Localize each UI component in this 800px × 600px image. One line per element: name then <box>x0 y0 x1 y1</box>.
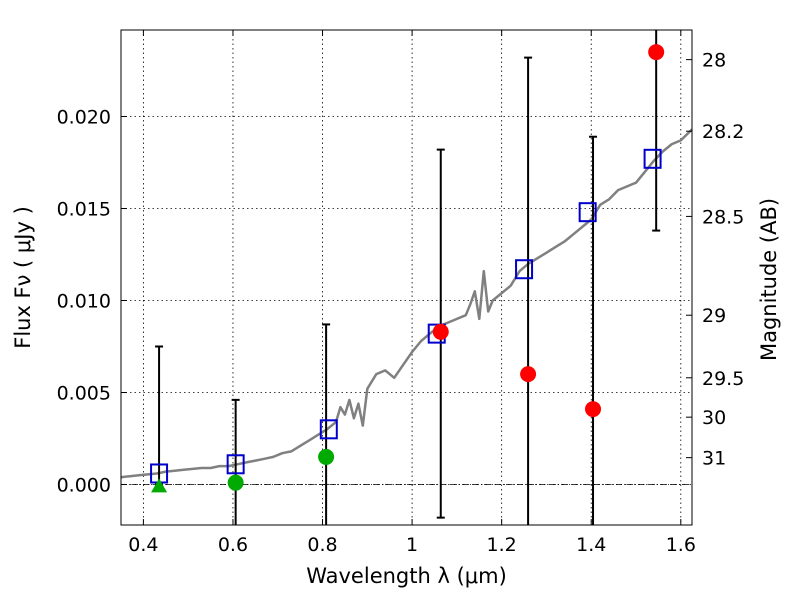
errorbar-layer <box>155 30 661 525</box>
tick-layer: 0.4 0.6 0.8 1 1.2 1.4 1.6 0.000 0.005 0.010 0.015 0… <box>57 30 744 556</box>
y-tick-label: 0.020 <box>57 106 111 128</box>
y2-tick-label: 28.2 <box>702 121 744 143</box>
x-tick-label: 1.6 <box>666 534 696 556</box>
y2-axis-label: Magnitude (AB) <box>757 198 781 361</box>
flux-point <box>227 474 244 491</box>
marker-layer <box>150 44 665 493</box>
flux-point <box>585 401 602 418</box>
x-axis-label: Wavelength λ (μm) <box>306 564 507 588</box>
y2-tick-label: 30 <box>702 407 726 429</box>
y-tick-label: 0.010 <box>57 291 111 313</box>
x-tick-label: 0.4 <box>128 534 158 556</box>
model-square-point <box>578 202 597 223</box>
x-tick-label: 0.8 <box>307 534 337 556</box>
flux-point <box>432 323 449 340</box>
x-tick-label: 1.4 <box>576 534 606 556</box>
y2-tick-label: 28.5 <box>702 206 744 228</box>
model-square-point <box>515 259 534 280</box>
grid-lines <box>121 30 692 525</box>
spectrum-layer <box>120 128 693 479</box>
flux-point <box>318 448 335 465</box>
x-tick-label: 0.6 <box>218 534 248 556</box>
x-tick-label: 1 <box>406 534 418 556</box>
y2-tick-label: 31 <box>702 448 726 470</box>
y-tick-label: 0.005 <box>57 383 111 405</box>
flux-triangle-point <box>151 478 168 493</box>
model-square-point <box>226 454 245 475</box>
y-tick-label: 0.000 <box>57 475 111 497</box>
plot-frame <box>120 29 693 526</box>
y2-tick-label: 29.5 <box>702 368 744 390</box>
x-tick-label: 1.2 <box>487 534 517 556</box>
model-square-point <box>643 148 662 169</box>
y-axis-label: Flux Fν ( μJy ) <box>11 206 35 349</box>
model-square-point <box>319 419 338 440</box>
spectrum-line <box>120 128 693 479</box>
y2-tick-label: 29 <box>702 305 726 327</box>
y2-tick-label: 28 <box>702 50 726 72</box>
flux-point <box>648 44 665 61</box>
flux-point <box>520 366 537 383</box>
y-tick-label: 0.015 <box>57 198 111 220</box>
